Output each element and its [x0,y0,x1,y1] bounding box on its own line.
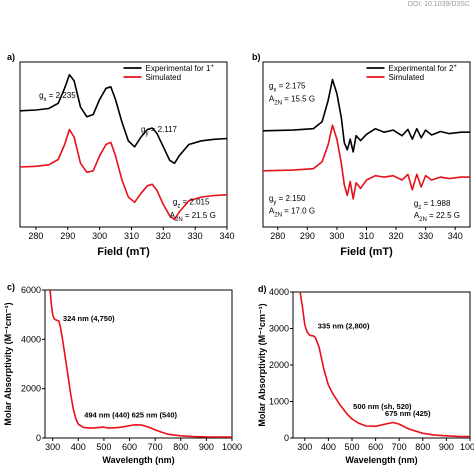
annotation-text: gx = 2.235 [39,91,76,103]
x-tick-label: 340 [448,231,463,241]
plot-frame [19,61,228,228]
y-tick-label: 2000 [269,360,289,370]
x-axis-label: Wavelength (nm) [345,455,417,465]
x-tick-label: 290 [60,231,75,241]
x-tick-label: 330 [418,231,433,241]
annotation-text: A2N = 21.5 G [170,211,216,223]
x-tick-label: 340 [219,231,234,241]
y-tick-labels: 0 1000 2000 3000 4000 [269,287,293,443]
x-tick-label: 700 [392,442,407,452]
panel-label: b) [252,52,261,62]
panel-label: c) [7,282,15,292]
series-line-2 [262,124,470,200]
x-tick-label: 600 [368,442,383,452]
annotation-text: gy = 2.117 [141,125,178,137]
x-tick-labels: 300 400 500 600 700 800 900 1000 [45,438,242,452]
y-tick-label: 4000 [269,287,289,297]
x-tick-label: 280 [28,231,43,241]
annotation-text: A2N = 15.5 G [269,94,315,106]
y-axis-label: Molar Absorptivity (M⁻¹cm⁻¹) [257,303,267,426]
y-tick-label: 1000 [269,397,289,407]
annotation-text: A2N = 17.0 G [269,207,315,219]
x-tick-label: 800 [415,442,430,452]
x-axis-label: Wavelength (nm) [102,455,174,465]
annotation-text: 335 nm (2,800) [318,322,370,331]
annotation-text: gz = 2.015 [173,198,210,210]
x-tick-label: 800 [173,442,188,452]
x-tick-label: 500 [96,442,111,452]
series-line-1 [299,291,471,438]
x-tick-label: 900 [439,442,454,452]
annotation-text: 675 nm (425) [385,409,431,418]
x-tick-label: 400 [321,442,336,452]
annotation-text: 324 nm (4,750) [63,314,115,323]
x-tick-label: 310 [124,231,139,241]
panel-label: a) [7,52,15,62]
chart-panel-3: c) 300 400 500 600 700 800 900 1000 0 2000 4000 6000… [3,282,242,465]
legend-entry: Simulated [146,73,182,82]
legend: Experimental for 1+Simulated [123,64,215,82]
chart-panel-2: b) 280 290 300 310 320 330 340 Field (mT) Experim… [252,52,471,258]
x-tick-label: 300 [45,442,60,452]
x-tick-label: 330 [188,231,203,241]
chart-panel-4: d) 300 400 500 600 700 800 900 1000 0 1000 2000 3000… [257,284,474,465]
x-tick-labels: 300 400 500 600 700 800 900 1000 [297,438,474,452]
legend-entry: Experimental for 2+ [389,64,458,73]
x-tick-label: 500 [344,442,359,452]
y-axis-label: Molar Absorptivity (M⁻¹cm⁻¹) [3,302,13,425]
doi-text: DOI: 10.1039/D3SC [407,1,470,8]
series-line-1 [49,289,233,438]
x-tick-label: 1000 [222,442,242,452]
y-tick-label: 6000 [21,285,41,295]
x-tick-label: 290 [300,231,315,241]
x-axis-label: Field (mT) [340,246,393,258]
annotation-text: gz = 1.988 [414,199,451,211]
chart-panel-1: a) 280 290 300 310 320 330 340 Field (mT) Experim… [7,52,235,258]
annotation-text: 625 nm (540) [132,411,178,420]
legend-entry: Simulated [389,73,425,82]
plot-frame [44,289,233,439]
y-tick-label: 3000 [269,324,289,334]
x-tick-label: 320 [156,231,171,241]
annotation-text: gy = 2.150 [269,194,306,206]
x-tick-label: 700 [148,442,163,452]
series-line-1 [262,78,470,153]
annotation-text: 494 nm (440) [84,411,130,420]
x-tick-label: 900 [199,442,214,452]
x-tick-label: 600 [122,442,137,452]
x-tick-label: 320 [389,231,404,241]
x-tick-label: 300 [92,231,107,241]
series-line-2 [19,128,228,221]
annotations: 324 nm (4,750) 494 nm (440) 625 nm (540) [63,314,178,420]
legend: Experimental for 2+Simulated [366,64,458,82]
x-tick-label: 300 [329,231,344,241]
annotation-text: 500 nm (sh, 520) [353,402,412,411]
annotation-text: gx = 2.175 [269,82,306,94]
x-tick-label: 280 [270,231,285,241]
legend-entry: Experimental for 1+ [146,64,215,73]
x-axis-label: Field (mT) [97,246,150,258]
x-tick-label: 310 [359,231,374,241]
panel-label: d) [258,284,267,294]
series-line-1 [19,74,228,165]
y-tick-label: 4000 [21,334,41,344]
y-tick-label: 0 [284,433,289,443]
plot-frame [292,291,471,439]
y-tick-label: 2000 [21,384,41,394]
annotation-text: A2N = 22.5 G [414,211,460,223]
x-tick-label: 1000 [460,442,474,452]
x-tick-labels: 280 290 300 310 320 330 340 [270,227,463,241]
x-tick-label: 300 [297,442,312,452]
x-tick-label: 400 [71,442,86,452]
y-tick-labels: 0 2000 4000 6000 [21,285,45,443]
y-tick-label: 0 [36,433,41,443]
x-tick-labels: 280 290 300 310 320 330 340 [28,227,235,241]
annotations: 335 nm (2,800) 500 nm (sh, 520)675 nm (42… [318,322,431,419]
